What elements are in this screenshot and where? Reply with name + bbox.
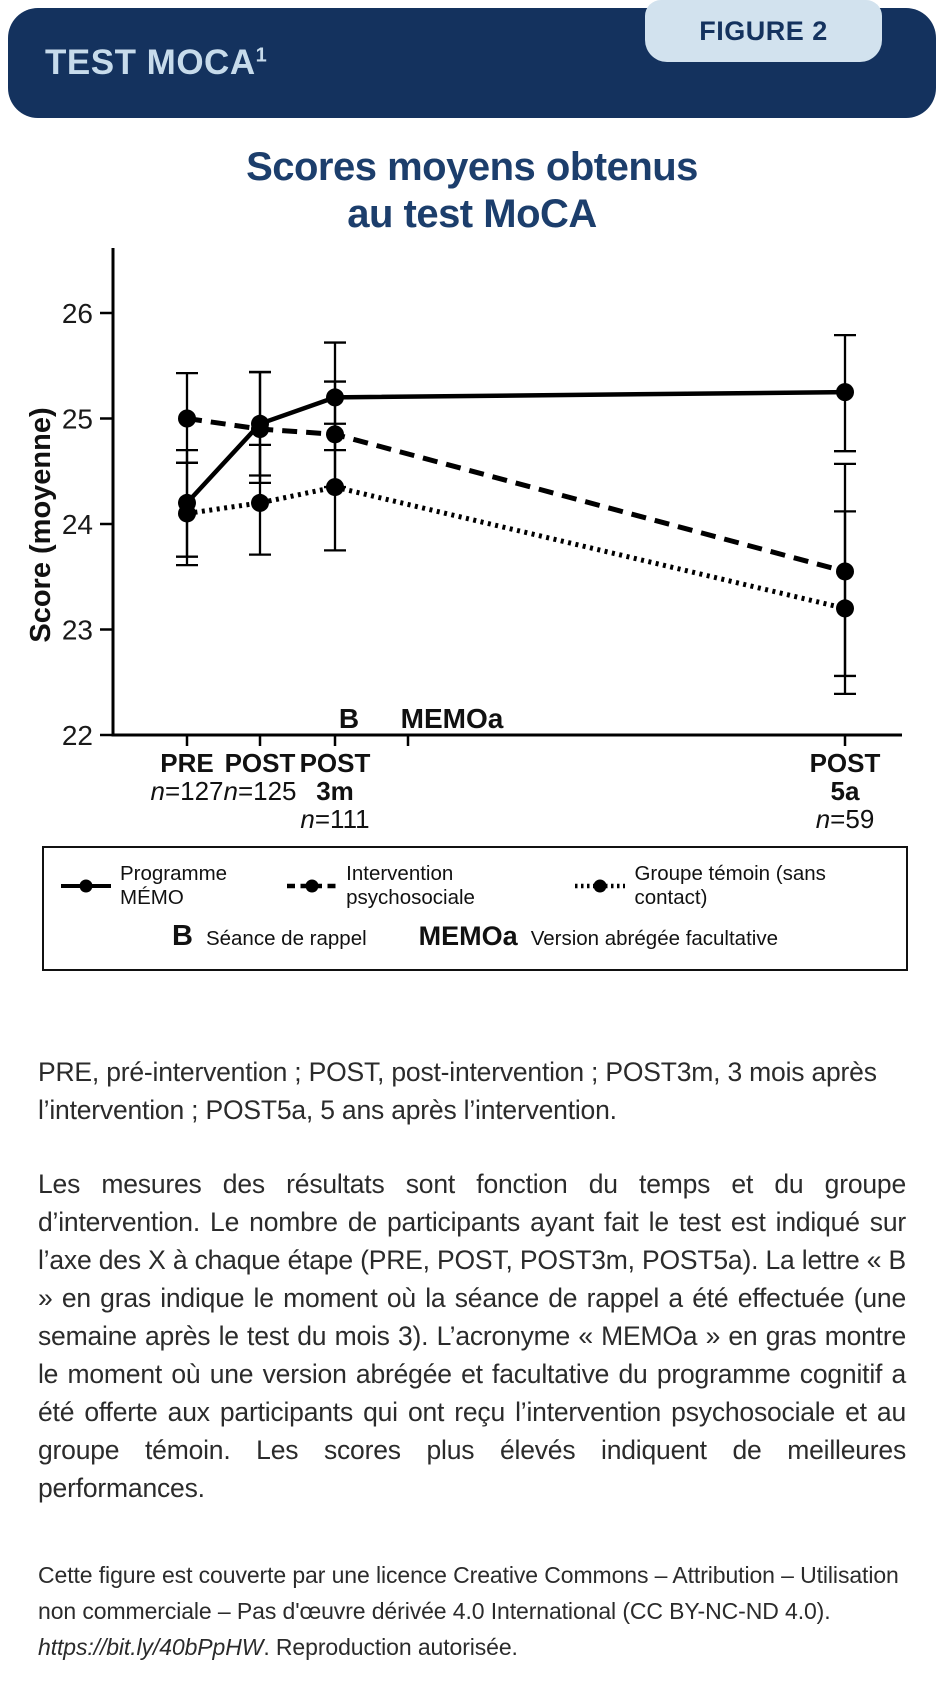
data-point <box>836 599 854 618</box>
figure-header-title: TEST MOCA1 <box>45 43 267 83</box>
x-sublabel: 5a <box>831 776 860 806</box>
figure-number-badge: FIGURE 2 <box>645 0 882 62</box>
y-tick-label: 24 <box>62 509 93 540</box>
y-tick-label: 23 <box>62 615 93 646</box>
x-label: PRE <box>160 748 213 778</box>
figure-number-label: FIGURE 2 <box>699 15 828 46</box>
header-title-superscript: 1 <box>255 44 268 67</box>
series-line-dashed <box>186 416 846 574</box>
legend-item-b: B Séance de rappel <box>172 920 367 953</box>
dashed-line-sample-icon <box>287 879 338 893</box>
y-axis-label: Score (moyenne) <box>25 407 57 642</box>
data-point <box>836 383 854 402</box>
data-point <box>178 409 196 428</box>
data-point <box>251 493 269 512</box>
x-n-label: n=59 <box>816 804 875 834</box>
license-text-before: Cette figure est couverte par une licenc… <box>38 1562 899 1624</box>
annotation-memoa: MEMOa <box>401 703 504 734</box>
x-n-label: n=111 <box>300 804 369 834</box>
legend-label-temoin: Groupe témoin (sans contact) <box>634 862 826 909</box>
legend-series-row: Programme MÉMO Intervention psychosocial… <box>60 862 890 910</box>
series-line-dotted <box>186 484 846 611</box>
y-tick-label: 26 <box>62 298 93 329</box>
annotation-b: B <box>339 703 359 734</box>
x-label: POST <box>300 748 371 778</box>
data-point <box>251 420 269 439</box>
data-point <box>326 478 344 497</box>
y-tick-label: 22 <box>62 720 93 751</box>
figure-header: TEST MOCA1 FIGURE 2 <box>8 0 936 118</box>
x-label: POST <box>225 748 296 778</box>
license-url: https://bit.ly/40bPpHW <box>38 1634 264 1660</box>
legend-item-psychosociale: Intervention psychosociale <box>286 862 574 910</box>
legend-label-b: Séance de rappel <box>205 927 367 950</box>
series-line-solid <box>185 389 846 505</box>
legend-item-memo: Programme MÉMO <box>60 862 286 910</box>
solid-line-sample-icon <box>61 879 111 893</box>
data-point <box>836 562 854 581</box>
legend-symbol-memoa: MEMOa <box>418 921 518 951</box>
chart-title-line1: Scores moyens obtenus <box>246 145 698 189</box>
chart-title: Scores moyens obtenus au test MoCA <box>0 144 944 238</box>
legend-item-memoa: MEMOa Version abrégée facultative <box>419 921 778 952</box>
header-title-text: TEST MOCA <box>45 43 256 82</box>
data-point <box>326 425 344 444</box>
abbreviations-note: PRE, pré-intervention ; POST, post-inter… <box>38 1057 877 1125</box>
x-n-label: n=125 <box>223 776 296 806</box>
license-text-after: . Reproduction autorisée. <box>263 1634 518 1660</box>
data-point <box>178 504 196 523</box>
data-point <box>326 388 344 407</box>
legend-label-psychosociale: Intervention psychosociale <box>346 862 475 909</box>
legend-item-temoin: Groupe témoin (sans contact) <box>574 862 890 910</box>
figure-description: Les mesures des résultats sont fonction … <box>38 1169 906 1503</box>
x-n-label: n=127 <box>150 776 223 806</box>
x-label: POST <box>810 748 881 778</box>
license-note: Cette figure est couverte par une licenc… <box>38 1557 906 1665</box>
chart-title-line2: au test MoCA <box>347 192 597 236</box>
x-sublabel: 3m <box>316 776 354 806</box>
y-tick-label: 25 <box>62 404 93 435</box>
legend-symbols-row: B Séance de rappel MEMOa Version abrégée… <box>60 920 890 953</box>
legend-label-memoa: Version abrégée facultative <box>530 927 778 950</box>
legend-symbol-b: B <box>172 920 193 952</box>
legend-label-memo: Programme MÉMO <box>120 862 228 909</box>
dotted-line-sample-icon <box>575 879 626 893</box>
chart-legend: Programme MÉMO Intervention psychosocial… <box>42 846 908 971</box>
